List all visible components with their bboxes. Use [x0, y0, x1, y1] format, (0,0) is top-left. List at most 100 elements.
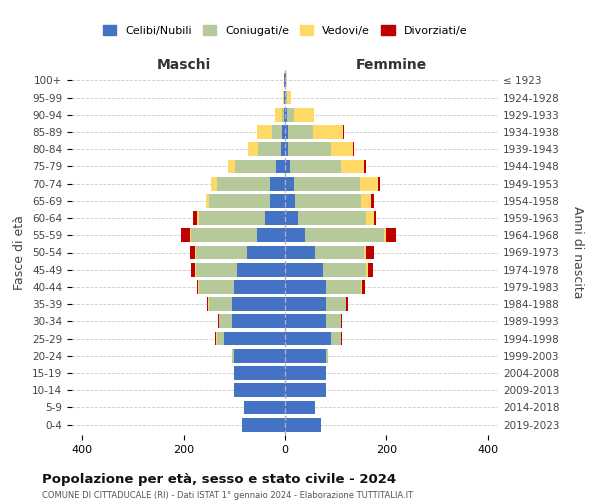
Bar — [384, 228, 386, 242]
Bar — [257, 228, 285, 242]
Bar — [218, 314, 219, 328]
Bar — [206, 194, 209, 207]
Bar — [285, 366, 326, 380]
Bar — [366, 246, 374, 260]
Bar — [364, 246, 366, 260]
Bar — [316, 246, 364, 260]
Bar — [353, 142, 355, 156]
Bar — [295, 194, 361, 207]
Bar — [276, 160, 285, 173]
Bar — [346, 298, 348, 311]
Bar — [284, 108, 285, 122]
Bar — [378, 176, 380, 190]
Bar — [232, 349, 234, 362]
Bar — [285, 211, 298, 225]
Bar — [283, 108, 284, 122]
Bar — [285, 314, 326, 328]
Bar — [219, 314, 232, 328]
Bar — [217, 176, 270, 190]
Bar — [323, 263, 366, 276]
Bar — [341, 314, 342, 328]
Bar — [190, 246, 195, 260]
Bar — [331, 332, 341, 345]
Bar — [285, 280, 326, 294]
Bar — [343, 125, 344, 139]
Bar — [242, 418, 285, 432]
Bar — [287, 142, 331, 156]
Bar — [313, 125, 343, 139]
Bar — [190, 228, 191, 242]
Bar — [258, 142, 281, 156]
Bar — [275, 108, 283, 122]
Bar — [285, 176, 294, 190]
Bar — [285, 332, 331, 345]
Bar — [195, 246, 196, 260]
Bar — [341, 160, 364, 173]
Bar — [234, 349, 285, 362]
Bar — [209, 298, 232, 311]
Bar — [341, 332, 342, 345]
Bar — [371, 194, 374, 207]
Bar — [360, 176, 378, 190]
Bar — [281, 142, 285, 156]
Bar — [196, 246, 247, 260]
Bar — [285, 298, 326, 311]
Bar — [285, 194, 295, 207]
Bar — [285, 263, 323, 276]
Bar — [326, 298, 346, 311]
Bar — [285, 418, 320, 432]
Bar — [386, 228, 395, 242]
Bar — [287, 125, 313, 139]
Bar — [199, 211, 265, 225]
Bar — [287, 108, 294, 122]
Text: Maschi: Maschi — [157, 58, 211, 71]
Bar — [285, 246, 316, 260]
Bar — [285, 160, 290, 173]
Bar — [211, 176, 217, 190]
Bar — [285, 384, 326, 397]
Bar — [284, 90, 285, 104]
Bar — [191, 263, 195, 276]
Bar — [227, 160, 235, 173]
Bar — [191, 228, 257, 242]
Bar — [326, 280, 361, 294]
Bar — [364, 160, 366, 173]
Bar — [232, 298, 285, 311]
Bar — [197, 211, 199, 225]
Y-axis label: Fasce di età: Fasce di età — [13, 215, 26, 290]
Text: COMUNE DI CITTADUCALE (RI) - Dati ISTAT 1° gennaio 2024 - Elaborazione TUTTITALI: COMUNE DI CITTADUCALE (RI) - Dati ISTAT … — [42, 491, 413, 500]
Bar — [294, 108, 314, 122]
Bar — [305, 228, 384, 242]
Bar — [287, 90, 291, 104]
Bar — [285, 108, 287, 122]
Bar — [217, 332, 224, 345]
Bar — [270, 176, 285, 190]
Bar — [366, 211, 374, 225]
Bar — [244, 400, 285, 414]
Bar — [368, 263, 373, 276]
Bar — [285, 90, 286, 104]
Bar — [257, 125, 272, 139]
Bar — [272, 125, 283, 139]
Bar — [199, 280, 234, 294]
Bar — [285, 125, 287, 139]
Bar — [362, 280, 365, 294]
Bar — [290, 160, 341, 173]
Bar — [234, 384, 285, 397]
Bar — [197, 280, 198, 294]
Bar — [234, 366, 285, 380]
Bar — [361, 280, 362, 294]
Bar — [247, 246, 285, 260]
Bar — [294, 176, 360, 190]
Bar — [286, 74, 287, 87]
Bar — [298, 211, 366, 225]
Bar — [285, 142, 287, 156]
Bar — [285, 400, 316, 414]
Bar — [326, 314, 341, 328]
Bar — [224, 332, 285, 345]
Bar — [265, 211, 285, 225]
Bar — [181, 228, 190, 242]
Bar — [270, 194, 285, 207]
Bar — [248, 142, 258, 156]
Bar — [235, 160, 276, 173]
